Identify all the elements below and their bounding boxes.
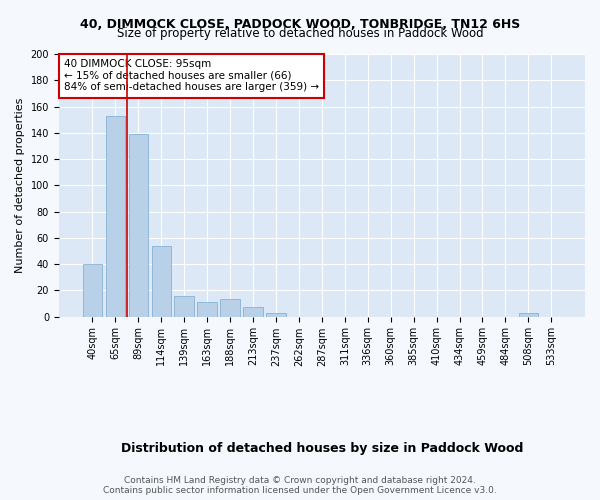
Bar (128, 134, 148, 316)
Bar (175, 296, 194, 316)
X-axis label: Distribution of detached houses by size in Paddock Wood: Distribution of detached houses by size … (121, 442, 523, 455)
Bar (106, 116, 125, 316)
Text: Contains HM Land Registry data © Crown copyright and database right 2024.
Contai: Contains HM Land Registry data © Crown c… (103, 476, 497, 495)
Bar (220, 300, 240, 316)
Text: 40 DIMMOCK CLOSE: 95sqm
← 15% of detached houses are smaller (66)
84% of semi-de: 40 DIMMOCK CLOSE: 95sqm ← 15% of detache… (64, 60, 319, 92)
Bar (244, 308, 263, 316)
Bar (152, 246, 171, 316)
Text: 40, DIMMOCK CLOSE, PADDOCK WOOD, TONBRIDGE, TN12 6HS: 40, DIMMOCK CLOSE, PADDOCK WOOD, TONBRID… (80, 18, 520, 30)
Bar (197, 302, 217, 316)
Bar (518, 312, 538, 316)
Bar (83, 264, 102, 316)
Bar (266, 312, 286, 316)
Text: Size of property relative to detached houses in Paddock Wood: Size of property relative to detached ho… (116, 28, 484, 40)
Y-axis label: Number of detached properties: Number of detached properties (15, 98, 25, 273)
